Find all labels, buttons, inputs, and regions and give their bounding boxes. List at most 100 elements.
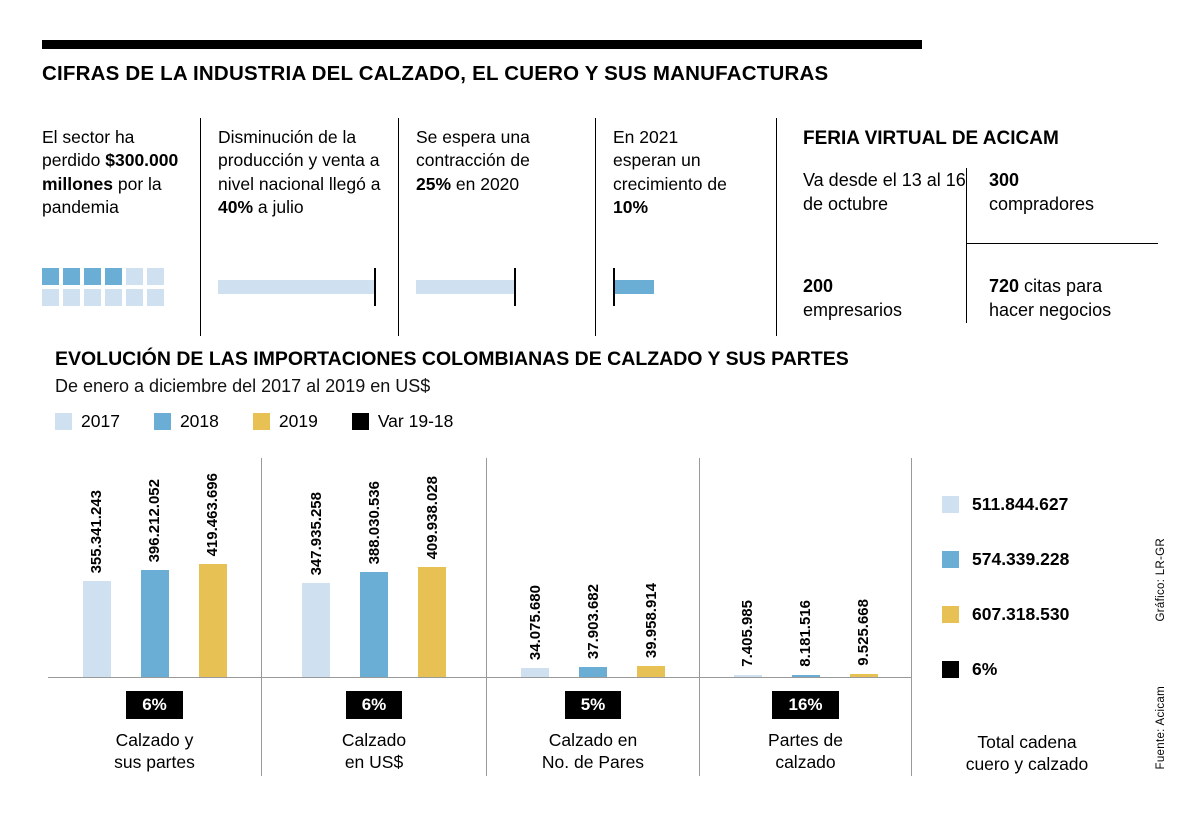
fact-production-drop: Disminución de la producción y venta a n… bbox=[200, 118, 398, 336]
chart-legend: 2017 2018 2019 Var 19-18 bbox=[55, 411, 1160, 432]
fact-text-pre: En 2021 esperan un crecimiento de bbox=[613, 127, 727, 194]
legend-item-2017: 2017 bbox=[55, 411, 120, 432]
chart-row: 355.341.243 396.212.052 419.463.696 6% Calza… bbox=[48, 458, 1160, 776]
legend-swatch bbox=[153, 413, 171, 430]
bar-value-label: 9.525.668 bbox=[855, 599, 872, 666]
percent-bar bbox=[416, 280, 514, 294]
chart-group-3: 7.405.985 8.181.516 9.525.668 16% Partes de … bbox=[700, 458, 912, 776]
legend-label: 2019 bbox=[278, 411, 318, 431]
chart-group-0: 355.341.243 396.212.052 419.463.696 6% Calza… bbox=[48, 458, 262, 776]
fact-growth-2021: En 2021 esperan un crecimiento de 10% bbox=[595, 118, 776, 336]
bar-2018 bbox=[360, 572, 388, 677]
axis-tick bbox=[374, 268, 376, 306]
total-swatch bbox=[942, 605, 959, 623]
total-value: 511.844.627 bbox=[972, 493, 1069, 514]
page-title: CIFRAS DE LA INDUSTRIA DEL CALZADO, EL C… bbox=[42, 62, 829, 85]
feria-number: 200 bbox=[803, 276, 834, 296]
bar-2017 bbox=[521, 668, 549, 677]
feria-panel: FERIA VIRTUAL DE ACICAM Va desde el 13 a… bbox=[776, 118, 1158, 336]
feria-title: FERIA VIRTUAL DE ACICAM bbox=[803, 128, 1059, 149]
bar-2018 bbox=[791, 675, 820, 677]
legend-swatch bbox=[252, 413, 270, 430]
legend-swatch bbox=[351, 413, 369, 430]
bar-value-label: 388.030.536 bbox=[365, 480, 383, 564]
chart-title: EVOLUCIÓN DE LAS IMPORTACIONES COLOMBIAN… bbox=[55, 348, 849, 370]
feria-cell-2: 200 empresarios bbox=[803, 244, 966, 323]
fact-text-pre: Disminución de la producción y venta a n… bbox=[218, 127, 381, 194]
empty-square bbox=[147, 268, 164, 285]
bar-value-label: 34.075.680 bbox=[526, 584, 544, 660]
credit-graphic: Gráfico: LR-GR bbox=[1155, 538, 1167, 622]
fact-text-bold: 10% bbox=[613, 196, 649, 217]
empty-square bbox=[126, 289, 143, 306]
plot-area: 34.075.680 37.903.682 39.958.914 bbox=[487, 458, 699, 678]
fact-contraction-2020: Se espera una contracción de 25% en 2020 bbox=[398, 118, 595, 336]
facts-row: El sector ha perdido $300.000 millones p… bbox=[42, 118, 1158, 336]
bar-value-label: 419.463.696 bbox=[204, 472, 221, 556]
category-label: Partes de calzado bbox=[768, 730, 843, 773]
feria-table: Va desde el 13 al 16 de octubre 300 compra… bbox=[803, 168, 1158, 323]
bar-column: 8.181.516 bbox=[791, 600, 820, 677]
chart-groups: 355.341.243 396.212.052 419.463.696 6% Calza… bbox=[48, 458, 912, 776]
percent-bar bbox=[615, 280, 654, 294]
bar-column: 347.935.258 bbox=[302, 492, 330, 677]
bar-2018 bbox=[140, 570, 169, 677]
total-row: 574.339.228 bbox=[942, 549, 1160, 569]
fact-text-post: por la pandemia bbox=[42, 173, 162, 217]
total-row: 511.844.627 bbox=[942, 494, 1160, 514]
bar-column: 355.341.243 bbox=[82, 490, 111, 677]
bar-column: 34.075.680 bbox=[521, 585, 549, 677]
percent-bar bbox=[218, 280, 374, 294]
bar-2017 bbox=[733, 675, 762, 677]
total-swatch bbox=[942, 495, 959, 513]
category-label: Calzado en No. de Pares bbox=[541, 730, 645, 773]
fact-text-post: a julio bbox=[253, 196, 304, 217]
feria-number: 300 bbox=[989, 170, 1020, 190]
total-swatch bbox=[942, 660, 959, 678]
empty-square bbox=[105, 289, 122, 306]
total-swatch bbox=[942, 550, 959, 568]
fact-text: En 2021 esperan un crecimiento de 10% bbox=[613, 126, 728, 219]
total-value: 607.318.530 bbox=[972, 603, 1070, 624]
bar-value-label: 37.903.682 bbox=[584, 583, 602, 659]
fact-text-post: en 2020 bbox=[451, 173, 520, 194]
empty-square bbox=[84, 289, 101, 306]
bar-value-label: 7.405.985 bbox=[739, 600, 756, 667]
legend-item-var-19-18: Var 19-18 bbox=[351, 411, 454, 432]
credit-source: Fuente: Acicam bbox=[1155, 686, 1167, 770]
bar-column: 419.463.696 bbox=[198, 472, 227, 677]
bar-2019 bbox=[418, 567, 446, 677]
filled-square bbox=[84, 268, 101, 285]
group-footer: 6% Calzado en US$ bbox=[262, 678, 486, 774]
filled-square bbox=[105, 268, 122, 285]
filled-square bbox=[42, 268, 59, 285]
group-footer: 16% Partes de calzado bbox=[700, 678, 911, 774]
bar-column: 37.903.682 bbox=[579, 584, 607, 677]
bar-value-label: 39.958.914 bbox=[642, 582, 660, 658]
fact-mini-bar bbox=[218, 268, 385, 306]
group-footer: 5% Calzado en No. de Pares bbox=[487, 678, 699, 774]
fact-text-bold: 40% bbox=[218, 196, 254, 217]
chart-group-2: 34.075.680 37.903.682 39.958.914 5% Calzado … bbox=[487, 458, 700, 776]
total-value: 574.339.228 bbox=[972, 548, 1070, 569]
empty-square bbox=[42, 289, 59, 306]
fact-text-pre: El sector ha perdido bbox=[42, 127, 135, 171]
bar-2018 bbox=[579, 667, 607, 677]
total-value: 6% bbox=[972, 658, 998, 679]
chart-subtitle: De enero a diciembre del 2017 al 2019 en… bbox=[55, 376, 431, 396]
empty-square bbox=[63, 289, 80, 306]
empty-square bbox=[147, 289, 164, 306]
variation-badge: 16% bbox=[772, 691, 839, 719]
legend-label: Var 19-18 bbox=[377, 411, 454, 431]
bar-column: 7.405.985 bbox=[733, 600, 762, 677]
feria-number: 720 bbox=[989, 276, 1020, 296]
legend-swatch bbox=[55, 413, 72, 430]
top-rule bbox=[42, 40, 922, 49]
bar-value-label: 409.938.028 bbox=[423, 475, 441, 559]
bar-value-label: 8.181.516 bbox=[797, 600, 814, 667]
bar-value-label: 396.212.052 bbox=[146, 478, 163, 562]
category-label: Calzado en US$ bbox=[341, 730, 407, 773]
feria-cell-1: 300 compradores bbox=[966, 168, 1158, 244]
fact-mini-bar bbox=[416, 268, 535, 306]
